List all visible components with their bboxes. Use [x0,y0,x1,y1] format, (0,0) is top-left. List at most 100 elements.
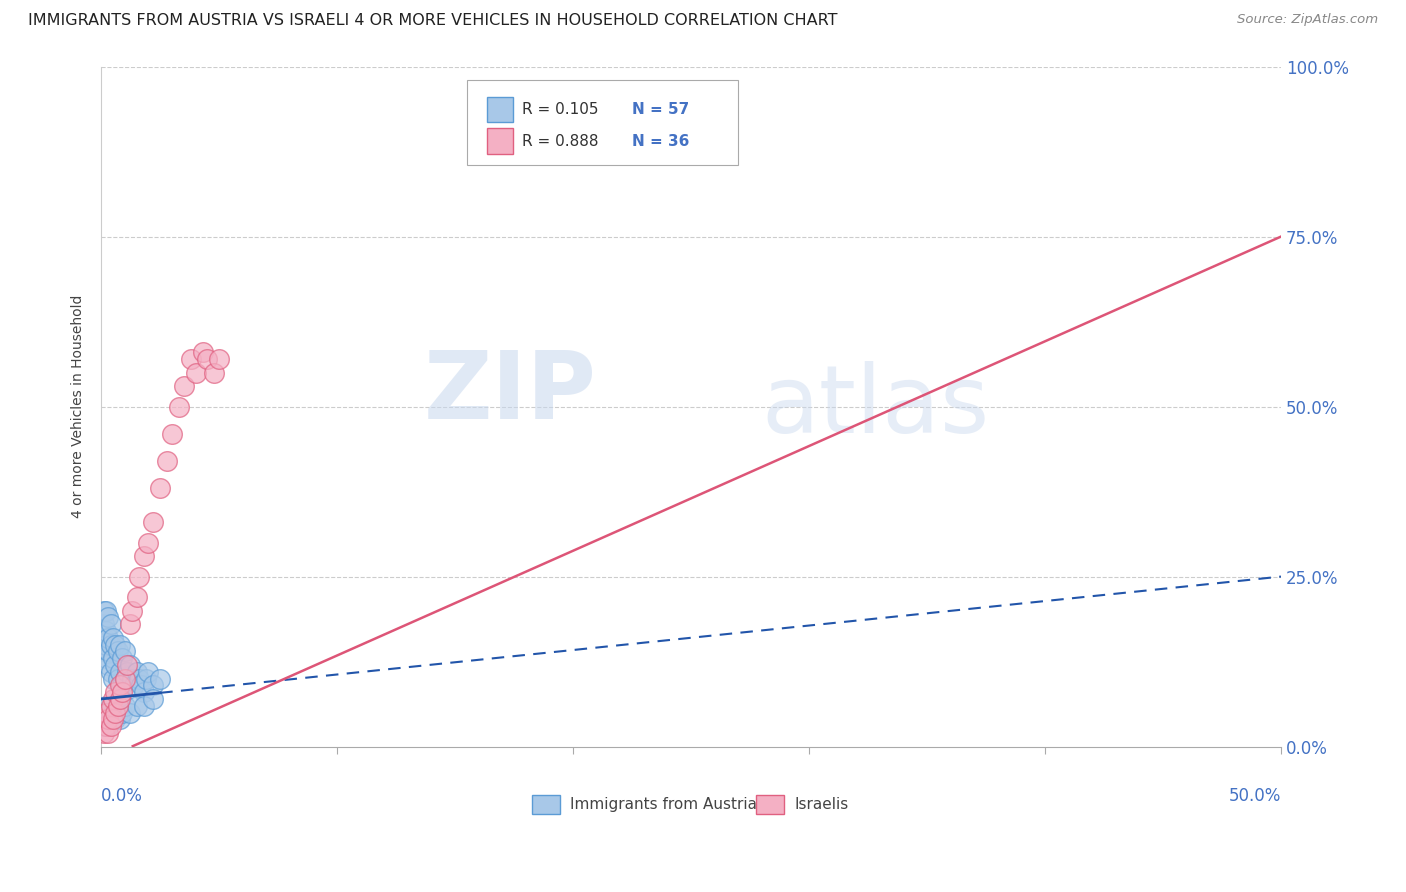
Point [138,535,160,549]
FancyBboxPatch shape [531,795,560,814]
Point [104,638,127,652]
Point [101,651,124,665]
Point [121,672,143,686]
Point [94,624,117,638]
Point [128,672,150,686]
Point [114,698,136,713]
Point [97,706,120,720]
Point [142,692,165,706]
Point [142,515,165,529]
Point [104,712,127,726]
Text: atlas: atlas [762,360,990,452]
Point [97,726,120,740]
Text: N = 36: N = 36 [633,134,689,149]
Point [107,644,129,658]
Point [94,706,117,720]
Point [160,426,183,441]
Point [107,706,129,720]
Point [114,644,136,658]
Point [97,644,120,658]
Point [191,345,214,359]
Point [104,706,127,720]
Point [108,712,131,726]
Point [101,706,124,720]
Text: N = 57: N = 57 [633,102,689,117]
Text: R = 0.105: R = 0.105 [523,102,599,117]
Point [108,692,131,706]
Point [125,590,148,604]
Point [132,685,155,699]
Point [93,617,115,632]
Text: R = 0.888: R = 0.888 [523,134,599,149]
Point [132,549,155,564]
Point [111,651,134,665]
Point [156,454,179,468]
Point [138,665,160,679]
Point [111,706,134,720]
Point [208,351,231,366]
Point [100,638,122,652]
Text: Source: ZipAtlas.com: Source: ZipAtlas.com [1237,13,1378,27]
Text: Israelis: Israelis [794,797,849,812]
Point [94,698,117,713]
Point [142,678,165,692]
Point [93,719,115,733]
Point [111,685,134,699]
FancyBboxPatch shape [486,128,513,154]
Point [115,657,138,672]
Text: ZIP: ZIP [423,347,596,439]
Point [111,678,134,692]
Y-axis label: 4 or more Vehicles in Household: 4 or more Vehicles in Household [72,295,86,518]
Text: Immigrants from Austria: Immigrants from Austria [569,797,756,812]
Point [94,719,117,733]
Point [104,685,127,699]
Point [114,672,136,686]
Point [94,638,117,652]
Point [125,665,148,679]
Point [97,657,120,672]
Point [128,569,150,583]
Point [121,603,143,617]
Point [101,672,124,686]
Point [94,603,117,617]
Point [97,610,120,624]
Point [135,672,157,686]
Point [108,638,131,652]
Point [197,351,219,366]
FancyBboxPatch shape [756,795,785,814]
Point [93,603,115,617]
Point [180,351,202,366]
FancyBboxPatch shape [486,96,513,122]
Point [107,698,129,713]
Point [118,706,141,720]
Point [100,719,122,733]
Point [167,400,190,414]
Point [118,617,141,632]
Point [173,379,195,393]
Point [101,631,124,645]
Point [93,712,115,726]
Point [100,665,122,679]
Point [118,657,141,672]
Text: 0.0%: 0.0% [101,788,143,805]
Point [125,698,148,713]
Point [107,672,129,686]
Point [93,706,115,720]
Point [100,712,122,726]
Point [149,481,172,495]
Point [184,366,207,380]
Point [108,665,131,679]
Point [94,712,117,726]
Point [104,657,127,672]
Point [93,631,115,645]
Point [108,678,131,692]
Text: 50.0%: 50.0% [1229,788,1281,805]
FancyBboxPatch shape [467,80,738,165]
Point [115,665,138,679]
Point [93,644,115,658]
Point [100,698,122,713]
Point [122,678,145,692]
Point [149,672,172,686]
Point [97,712,120,726]
Text: IMMIGRANTS FROM AUSTRIA VS ISRAELI 4 OR MORE VEHICLES IN HOUSEHOLD CORRELATION C: IMMIGRANTS FROM AUSTRIA VS ISRAELI 4 OR … [28,13,838,29]
